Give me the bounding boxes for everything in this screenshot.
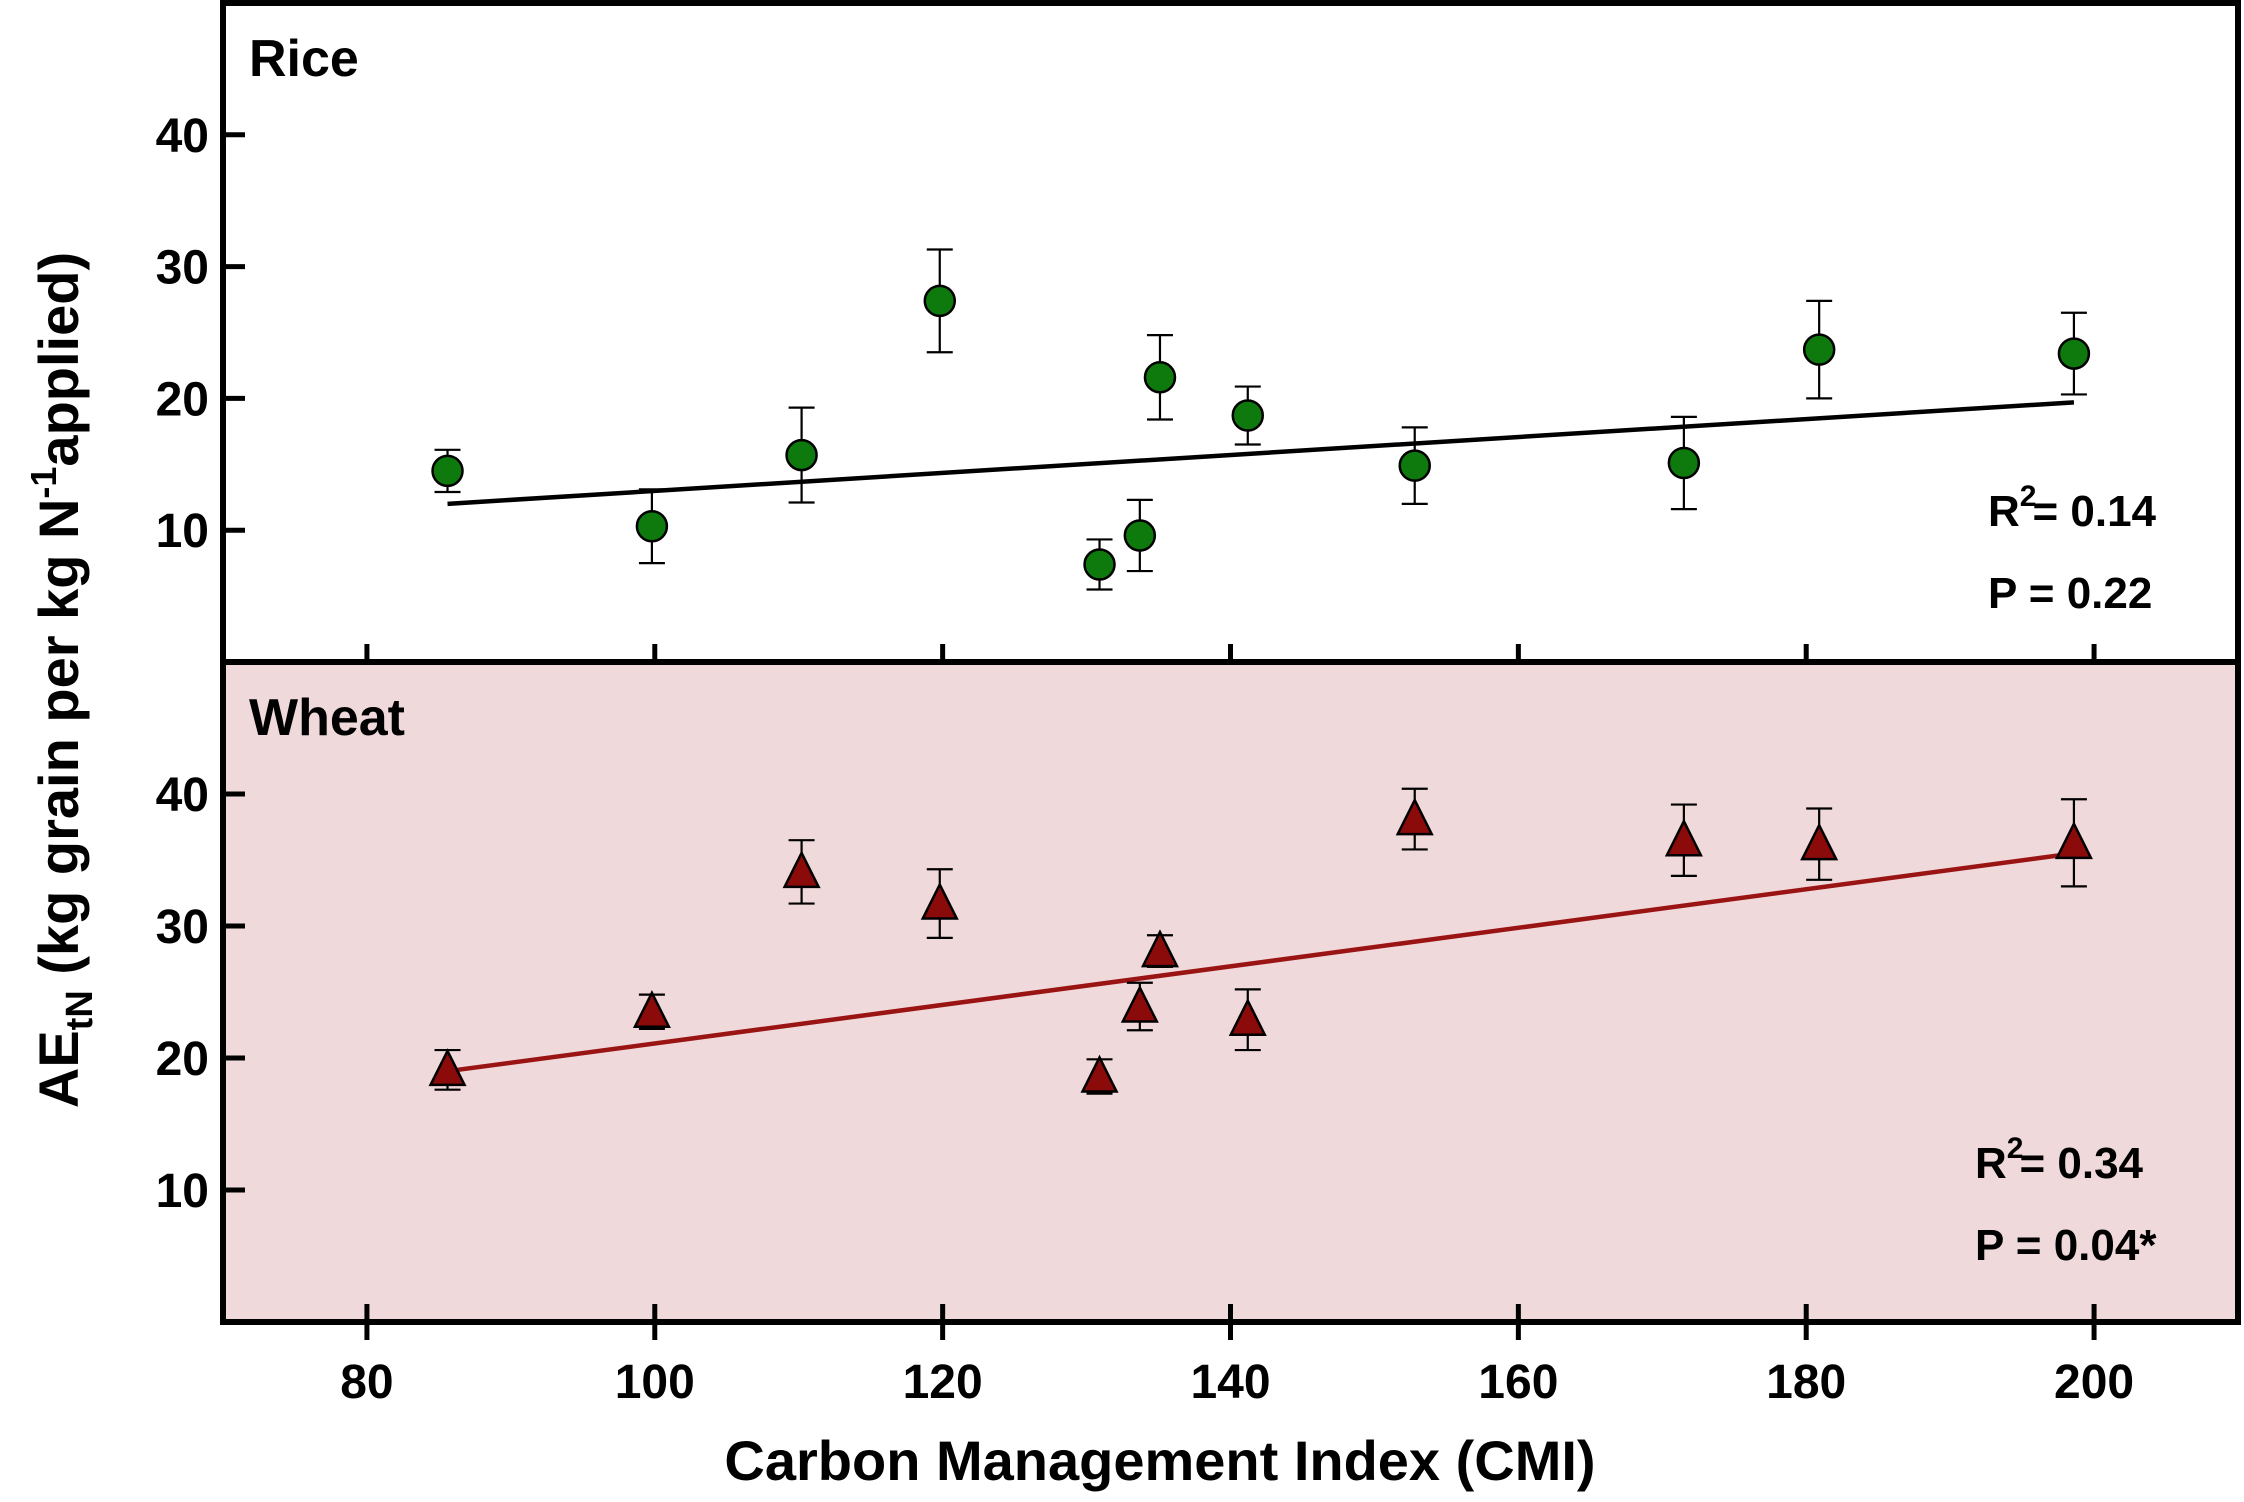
- wheat-y-tick-label: 20: [156, 1033, 209, 1086]
- wheat-data-point: [1800, 822, 1839, 861]
- wheat-y-tick-label: 10: [156, 1165, 209, 1218]
- rice-data-point: [1667, 446, 1701, 480]
- y-axis-title: AEtN (kg grain per kg N-1applied): [23, 252, 101, 1108]
- x-axis-title: Carbon Management Index (CMI): [724, 1429, 1595, 1492]
- wheat-data-point: [1228, 997, 1267, 1036]
- rice-r-squared-value: = 0.14: [2032, 487, 2156, 536]
- wheat-data-point: [1120, 984, 1159, 1023]
- rice-panel: 10 20 30 40 Rice R2= 0.14 P = 0.22: [156, 0, 2241, 665]
- wheat-r-squared-symbol: R: [1975, 1139, 2007, 1188]
- wheat-r-squared-superscript: 2: [2007, 1132, 2024, 1165]
- wheat-p-value-label: P = 0.04*: [1975, 1221, 2157, 1270]
- x-tick-label: 160: [1478, 1356, 1558, 1409]
- rice-panel-title: Rice: [249, 30, 359, 88]
- wheat-data-point: [428, 1048, 467, 1087]
- rice-data-point: [1123, 519, 1157, 552]
- wheat-regression-line: [447, 851, 2075, 1074]
- wheat-data-point: [920, 881, 959, 920]
- rice-data-point: [635, 509, 669, 543]
- x-tick-label: 120: [903, 1356, 983, 1409]
- rice-data-point: [1802, 333, 1836, 366]
- wheat-panel-title: Wheat: [249, 689, 405, 747]
- y-axis-title-end: applied): [27, 252, 90, 467]
- y-axis-title-subscript: tN: [59, 990, 101, 1030]
- rice-data-point: [431, 454, 464, 488]
- wheat-r-squared-value: = 0.34: [2019, 1139, 2143, 1188]
- wheat-data-point: [1140, 929, 1179, 968]
- rice-r-squared-superscript: 2: [2020, 480, 2037, 513]
- rice-data-point: [1231, 399, 1265, 432]
- rice-p-value-label: P = 0.22: [1988, 569, 2152, 618]
- wheat-data-point: [782, 850, 821, 889]
- rice-data-point: [1398, 449, 1431, 482]
- x-tick-label: 80: [340, 1356, 393, 1409]
- wheat-y-tick-label: 30: [156, 901, 209, 954]
- rice-r-squared-symbol: R: [1988, 487, 2020, 536]
- rice-y-tick-label: 30: [156, 242, 209, 295]
- wheat-panel-background: [223, 662, 2238, 1322]
- rice-data-point: [1143, 361, 1177, 394]
- rice-y-tick-label: 10: [156, 505, 209, 558]
- rice-data-point: [2057, 337, 2091, 370]
- rice-r-squared-label: R2= 0.14: [1988, 480, 2157, 536]
- wheat-data-point: [2054, 821, 2093, 860]
- x-axis: 80 100 120 140 160 180 200: [340, 1322, 2134, 1409]
- y-axis-title-rest: (kg grain per kg N: [27, 499, 90, 991]
- rice-regression-line: [447, 400, 2075, 507]
- rice-data-point: [1083, 548, 1116, 581]
- x-tick-label: 180: [1766, 1356, 1846, 1409]
- rice-panel-background: [223, 3, 2238, 662]
- rice-y-tick-label: 20: [156, 373, 209, 426]
- rice-data-point: [923, 284, 957, 318]
- y-axis-title-main: AE: [27, 1030, 90, 1108]
- x-tick-label: 100: [615, 1356, 695, 1409]
- wheat-y-tick-label: 40: [156, 769, 209, 822]
- wheat-data-point: [1395, 797, 1434, 836]
- rice-y-tick-label: 40: [156, 110, 209, 163]
- wheat-data-point: [1664, 818, 1703, 857]
- x-tick-label: 140: [1190, 1356, 1270, 1409]
- wheat-data-point: [632, 990, 671, 1029]
- wheat-panel: 10 20 30 40 Wheat R2= 0.34 P = 0.04*: [156, 659, 2241, 1325]
- rice-data-point: [785, 438, 818, 472]
- wheat-data-point: [1080, 1054, 1119, 1093]
- x-tick-label: 200: [2054, 1356, 2134, 1409]
- wheat-r-squared-label: R2= 0.34: [1975, 1132, 2144, 1188]
- y-axis-title-superscript: -1: [23, 467, 64, 499]
